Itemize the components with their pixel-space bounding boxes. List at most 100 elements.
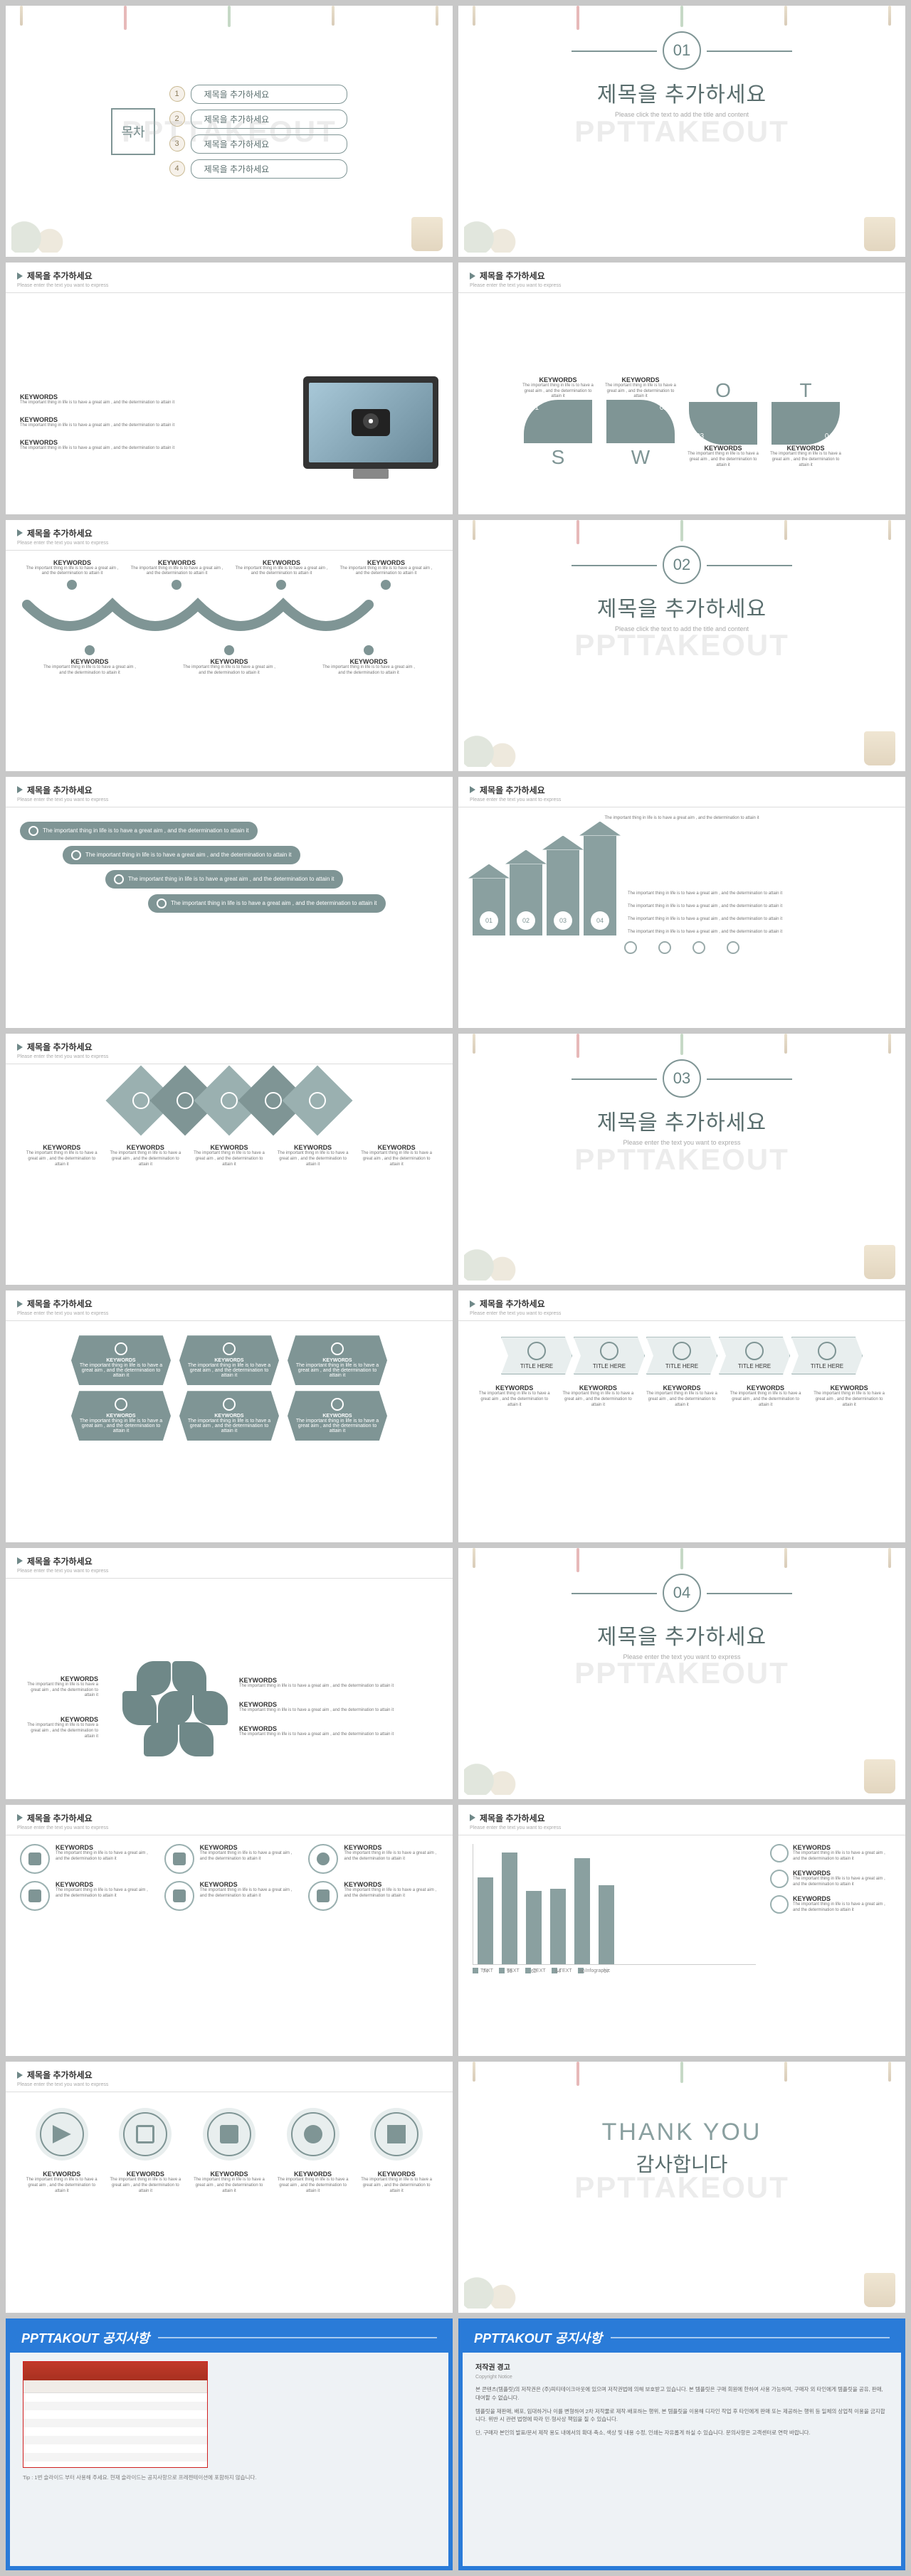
chart-icon [673,1342,691,1360]
slide-toc: PPTTAKEOUT 목차 1제목을 추가하세요 2제목을 추가하세요 3제목을… [6,6,453,257]
header-triangle-icon [17,1300,23,1308]
slide-title: 제목을 추가하세요 [480,270,545,282]
slide-title: 제목을 추가하세요 [480,784,545,796]
hex-node: KEYWORDSThe important thing in life is t… [288,1391,387,1441]
keyword-desc: The important thing in life is to have a… [793,1851,891,1862]
book-icon [693,941,705,954]
bar: 74 [478,1877,493,1964]
notice-heading: 공지사항 [555,2331,602,2346]
slide-title: 제목을 추가하세요 [27,1812,93,1824]
header-triangle-icon [17,529,23,536]
pill-tag: The important thing in life is to have a… [20,822,258,840]
toc-item: 제목을 추가하세요 [191,134,347,154]
camera-icon [20,1881,50,1911]
step-title: TITLE HERE [505,1363,569,1369]
slide-blob: 제목을 추가하세요 Please enter the text you want… [6,1548,453,1799]
slide-zigzag: 제목을 추가하세요 Please enter the text you want… [6,520,453,771]
briefcase-icon [387,2125,406,2143]
node-dot [172,580,181,590]
keyword-label: KEYWORDS [214,1414,243,1419]
process-step: TITLE HERE [646,1337,717,1374]
slide-hex: 제목을 추가하세요 Please enter the text you want… [6,1290,453,1542]
header-triangle-icon [470,1814,475,1821]
keyword-desc: The important thing in life is to have a… [129,566,225,578]
slide-subtitle: Please enter the text you want to expres… [6,2082,453,2092]
keyword-desc: The important thing in life is to have a… [20,423,289,429]
bar-chart: 74 95 62 64 90 67 [473,1844,756,1965]
keyword-label: KEYWORDS [275,1144,351,1151]
keyword-desc: The important thing in life is to have a… [628,904,891,910]
arrow-num: 02 [517,911,535,930]
keyword-desc: The important thing in life is to have a… [793,1877,891,1888]
slide-subtitle: Please enter the text you want to expres… [6,1569,453,1579]
header-triangle-icon [17,272,23,280]
section-number: 04 [663,1574,701,1612]
watermark: PPTTAKEOUT [574,628,789,662]
copyright-para: 본 콘텐츠(템플릿)의 저작권은 (주)피티테이크아웃에 있으며 저작권법에 의… [475,2385,888,2402]
hex-node: KEYWORDSThe important thing in life is t… [179,1391,279,1441]
keyword-label: KEYWORDS [107,2170,183,2178]
slide-notice-2: PPTTAKOUT 공지사항 저작권 경고 Copyright Notice 본… [458,2318,905,2570]
slide-arrows: 제목을 추가하세요 Please enter the text you want… [458,777,905,1028]
slide-bar-chart: 제목을 추가하세요 Please enter the text you want… [458,1805,905,2056]
toc-num: 1 [169,86,185,102]
node-dot [381,580,391,590]
signal-icon [770,1870,789,1888]
keyword-desc: The important thing in life is to have a… [20,446,289,452]
diamond-node [283,1066,353,1136]
bar-label: 90 [579,1969,585,1974]
keyword-label: KEYWORDS [239,1725,438,1732]
keyword-label: KEYWORDS [233,559,330,566]
bulb-icon [600,1342,618,1360]
bar: 95 [502,1853,517,1964]
slide-section-02: PPTTAKEOUT 02 제목을 추가하세요 Please click the… [458,520,905,771]
keyword-desc: The important thing in life is to have a… [359,2178,434,2194]
monitor-icon [20,1844,50,1874]
pill-tag: The important thing in life is to have a… [105,870,343,889]
keyword-desc: The important thing in life is to have a… [519,383,597,400]
keyword-desc: The important thing in life is to have a… [644,1392,720,1408]
keyword-label: KEYWORDS [20,1716,98,1723]
keyword-label: KEYWORDS [811,1384,887,1392]
thankyou-kr: 감사합니다 [458,2149,905,2178]
copyright-title: 저작권 경고 [475,2361,888,2372]
header-triangle-icon [470,786,475,793]
slide-title: 제목을 추가하세요 [27,784,93,796]
section-title: 제목을 추가하세요 [458,1105,905,1136]
keyword-desc: The important thing in life is to have a… [359,1151,434,1167]
bar-label: 95 [507,1969,512,1974]
hex-node: KEYWORDSThe important thing in life is t… [288,1335,387,1385]
chart-legend: TEXT TEXT TEXT TEXT Infographic [473,1968,756,1973]
hex-node: KEYWORDSThe important thing in life is t… [71,1391,171,1441]
process-step: TITLE HERE [574,1337,645,1374]
clock-icon [527,1342,546,1360]
megaphone-icon [164,1881,194,1911]
bar: 90 [574,1858,590,1964]
slide-title: 제목을 추가하세요 [27,1041,93,1053]
slide-subtitle: Please enter the text you want to expres… [458,283,905,293]
swot-letter: O [715,379,731,402]
keyword-label: KEYWORDS [477,1384,552,1392]
section-sub: Please click the text to add the title a… [458,625,905,632]
watermark: PPTTAKEOUT [574,115,789,149]
keyword-desc: The important thing in life is to have a… [628,891,891,897]
pin-icon [28,826,38,836]
bar-label: 67 [604,1969,609,1974]
swot-num: 01 [531,404,539,412]
slide-subtitle: Please enter the text you want to expres… [458,1311,905,1321]
keyword-label: KEYWORDS [56,1844,150,1851]
keyword-label: KEYWORDS [106,1414,135,1419]
hex-node: KEYWORDSThe important thing in life is t… [71,1335,171,1385]
keyword-desc: The important thing in life is to have a… [239,1708,438,1714]
keyword-desc: The important thing in life is to have a… [56,1851,150,1862]
section-sub: Please enter the text you want to expres… [458,1653,905,1660]
keyword-label: KEYWORDS [344,1844,438,1851]
toc-label: 목차 [111,108,154,155]
zigzag-path [6,598,453,647]
keyword-label: KEYWORDS [275,2170,351,2178]
bulb-icon [71,850,81,860]
notice-brand: PPTTAKOUT [21,2331,99,2346]
slide-icon-grid: 제목을 추가하세요 Please enter the text you want… [6,1805,453,2056]
keyword-label: KEYWORDS [129,559,225,566]
keyword-label: KEYWORDS [644,1384,720,1392]
